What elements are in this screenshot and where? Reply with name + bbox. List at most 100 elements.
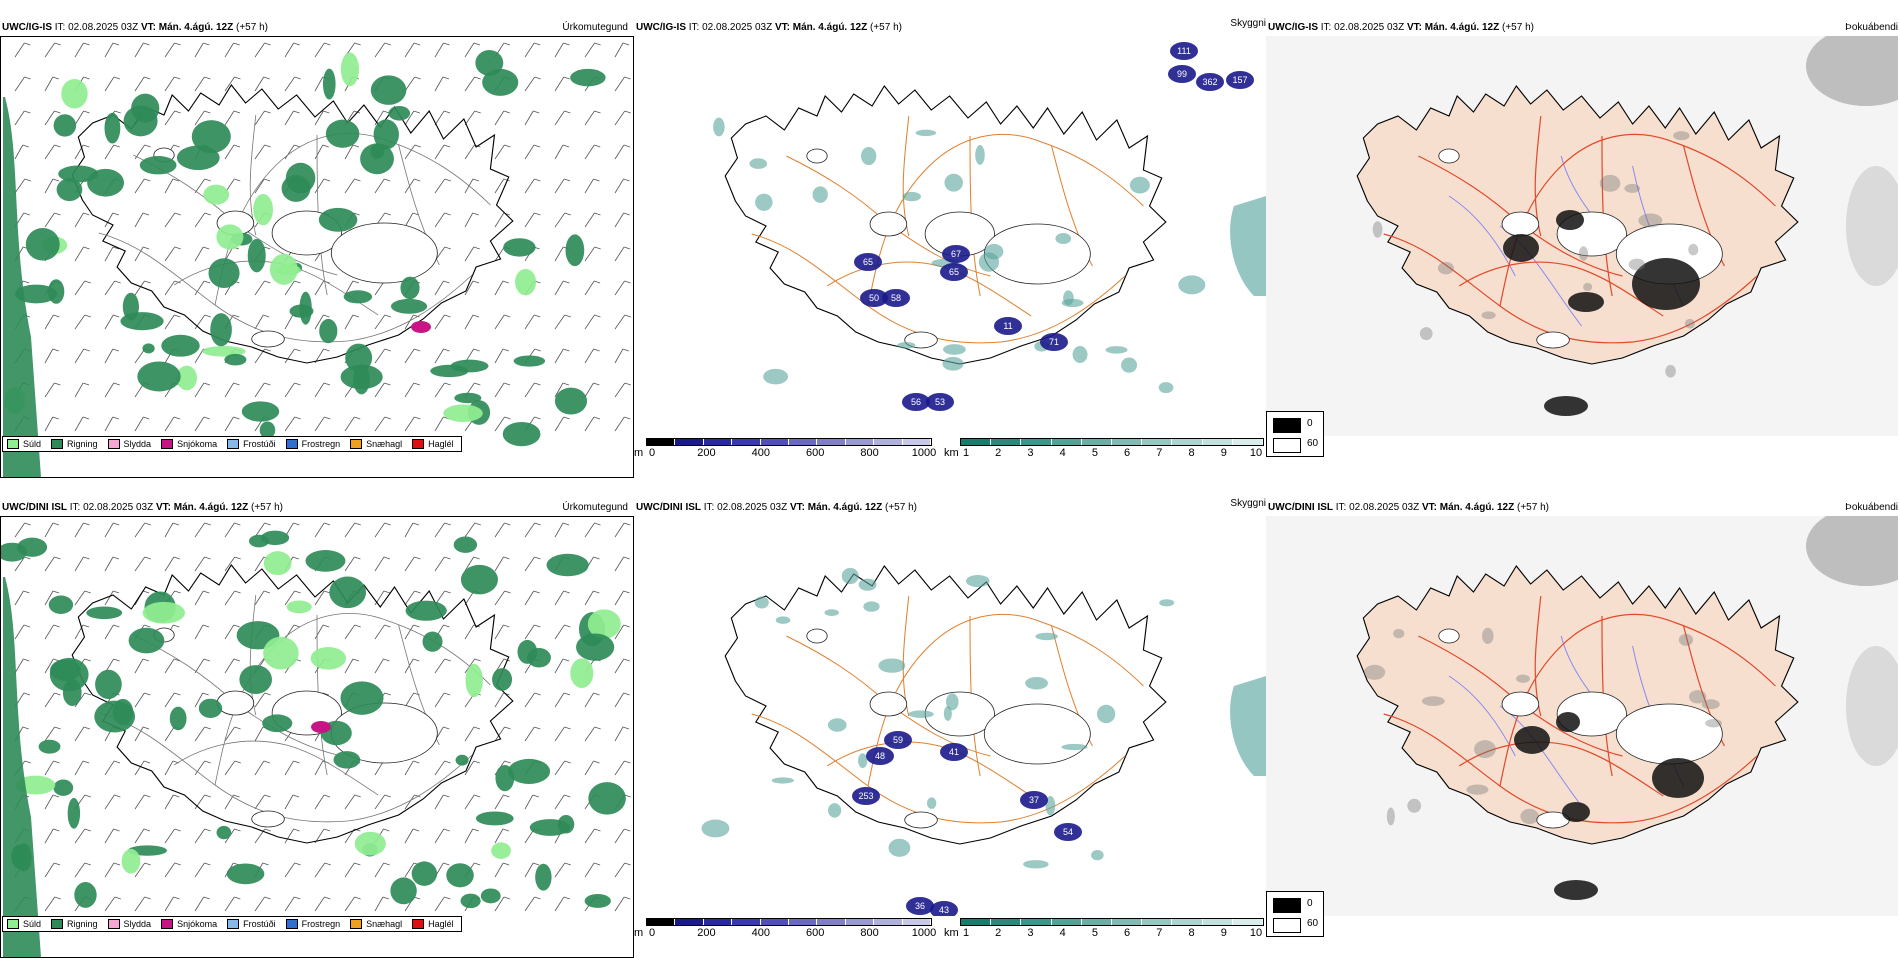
wind-barb <box>44 896 56 912</box>
precip-patch <box>241 401 280 422</box>
wind-barb-flag <box>263 760 270 764</box>
precip-patch <box>262 714 293 733</box>
wind-barb <box>194 76 205 92</box>
wind-barb <box>284 76 295 92</box>
wind-barb-flag <box>54 556 61 560</box>
wind-barb-flag <box>593 382 600 386</box>
wind-barb-flag <box>233 416 240 420</box>
wind-barb-flag <box>263 314 270 318</box>
wind-barb <box>404 314 414 330</box>
wind-barb <box>584 590 594 606</box>
fog-patch <box>1806 36 1898 106</box>
precip-patch <box>49 657 89 692</box>
wind-barb-flag <box>113 658 120 662</box>
ceiling-patch <box>860 289 888 307</box>
fog-patch <box>1846 646 1898 766</box>
wind-barb-flag <box>383 110 390 114</box>
wind-barb <box>614 212 625 228</box>
wind-barb-flag <box>233 658 241 662</box>
wind-barb <box>494 726 505 742</box>
wind-barb <box>74 280 86 296</box>
wind-barb <box>14 658 24 674</box>
precip-patch <box>263 636 299 670</box>
wind-barb <box>404 212 414 228</box>
wind-barb-flag <box>502 828 510 832</box>
wind-barb <box>164 794 174 810</box>
fog-patch <box>1516 674 1530 683</box>
wind-barb-flag <box>444 896 451 900</box>
wind-barb-flag <box>414 794 421 798</box>
wind-barb <box>464 212 474 228</box>
wind-barb-flag <box>52 590 60 594</box>
wind-barb-flag <box>173 794 180 798</box>
wind-barb <box>134 212 144 228</box>
wind-barb-flag <box>82 760 90 764</box>
wind-barb-flag <box>203 42 210 46</box>
vt-label: VT: <box>774 22 790 33</box>
wind-barb-flag <box>502 348 510 352</box>
ceiling-label: 111 <box>1177 46 1191 56</box>
wind-barb-flag <box>594 212 601 216</box>
wind-barb <box>284 280 295 296</box>
wind-barb-flag <box>292 556 299 560</box>
wind-barb-flag <box>384 348 391 352</box>
wind-barb-flag <box>413 110 420 114</box>
fog-patch <box>1481 311 1496 320</box>
wind-barb <box>14 178 26 194</box>
ceiling-patch <box>866 747 894 765</box>
wind-barb <box>494 522 505 538</box>
wind-barb-flag <box>473 556 480 560</box>
wind-barb-flag <box>174 42 181 46</box>
wind-barb <box>284 314 294 330</box>
wind-barb <box>314 862 326 878</box>
wind-barb-flag <box>623 590 630 594</box>
wind-barb <box>584 280 595 296</box>
visibility-patch <box>888 838 911 857</box>
wind-barb <box>44 794 54 810</box>
wind-barb <box>44 212 55 228</box>
wind-barb-flag <box>114 280 121 284</box>
fog-patch <box>1678 633 1694 646</box>
wind-barb <box>374 624 385 640</box>
wind-barb <box>44 42 56 58</box>
wind-barb <box>224 522 235 538</box>
wind-barb <box>104 590 114 606</box>
vt-label: VT: <box>140 22 156 33</box>
wind-barb-flag <box>53 862 61 866</box>
wind-barb-flag <box>504 416 511 420</box>
visibility-patch <box>1230 676 1266 776</box>
precip-patch <box>318 207 358 232</box>
wind-barb-flag <box>503 178 510 182</box>
fog-patch <box>1562 802 1590 822</box>
colorbar-tick: 4 <box>1059 447 1066 459</box>
colorbar-segment <box>817 439 846 445</box>
wind-barb <box>164 76 175 92</box>
wind-barb-flag <box>24 522 31 526</box>
colorbar-segment <box>1081 919 1113 925</box>
wind-barb-flag <box>113 144 120 148</box>
wind-barb <box>14 556 25 572</box>
visibility-panel-top: UWC/IG-IS IT: 02.08.2025 03Z VT: Mán. 4.… <box>634 12 1266 464</box>
wind-barb <box>554 794 565 810</box>
precip-type-panel-top: UWC/IG-IS IT: 02.08.2025 03Z VT: Mán. 4.… <box>0 12 634 478</box>
iceland-outline <box>71 84 514 364</box>
glacier-outline <box>806 148 828 164</box>
wind-barb-flag <box>83 110 90 114</box>
wind-barb <box>164 280 175 296</box>
it-label: IT: <box>1335 502 1347 513</box>
legend-label: Snjókoma <box>177 919 218 929</box>
visibility-patch <box>824 609 840 617</box>
wind-barb <box>464 590 475 606</box>
precip-patch <box>305 550 346 572</box>
it-value: 02.08.2025 03Z <box>1349 502 1420 513</box>
wind-barb <box>614 280 625 296</box>
visibility-panel-bottom: UWC/DINI ISL IT: 02.08.2025 03Z VT: Mán.… <box>634 492 1266 944</box>
wind-barb <box>284 42 295 58</box>
wind-barb-flag <box>444 212 451 216</box>
wind-barb-flag <box>593 348 600 352</box>
wind-barb-flag <box>234 76 241 80</box>
fog-patch <box>1503 234 1539 262</box>
wind-barb <box>404 522 414 538</box>
wind-barb-flag <box>442 76 450 80</box>
wind-barb <box>164 212 176 228</box>
